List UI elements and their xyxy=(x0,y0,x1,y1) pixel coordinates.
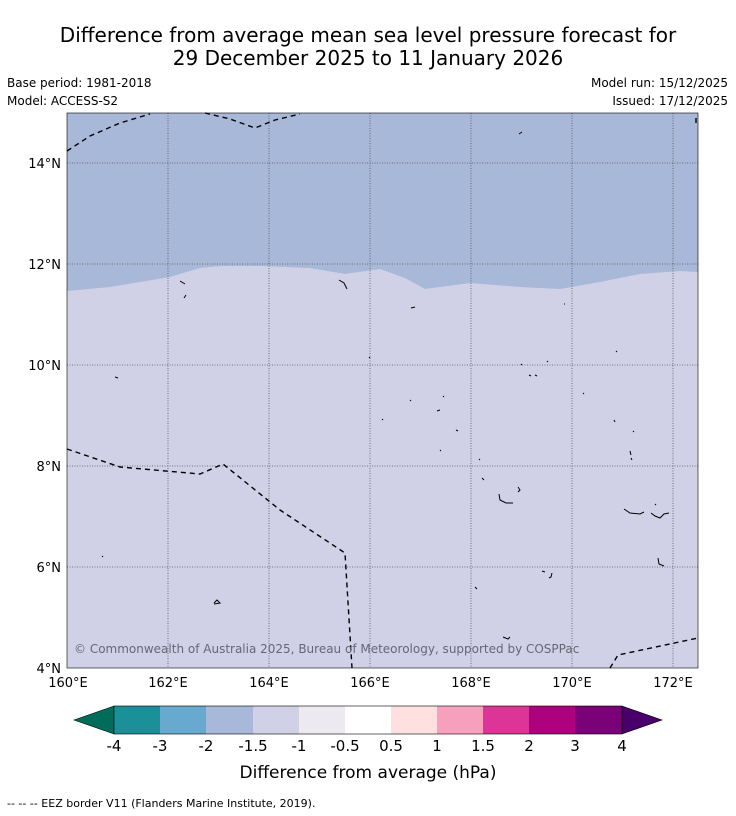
base-period: Base period: 1981-2018 xyxy=(7,76,152,90)
lon-ticks: 160°E 162°E 164°E 166°E 168°E 170°E 172°… xyxy=(48,676,693,691)
colorbar-labels: -4 -3 -2 -1.5 -1 -0.5 0.5 1 1.5 2 3 4 xyxy=(107,737,627,755)
colorbar-label: -4 xyxy=(107,737,122,755)
map-frame xyxy=(66,112,699,669)
colorbar-label: -0.5 xyxy=(330,737,359,755)
lat-tick-label: 8°N xyxy=(37,460,62,475)
colorbar-swatch xyxy=(483,706,529,734)
colorbar-label: -1 xyxy=(292,737,307,755)
map-panel: © Commonwealth of Australia 2025, Bureau… xyxy=(66,112,699,669)
colorbar-title: Difference from average (hPa) xyxy=(240,763,497,783)
issued-date: Issued: 17/12/2025 xyxy=(612,94,728,108)
colorbar-swatch xyxy=(114,706,160,734)
colorbar-extend-high xyxy=(621,705,663,735)
colorbar-label: 0.5 xyxy=(379,737,403,755)
colorbar-label: 4 xyxy=(617,737,627,755)
region-lower xyxy=(67,113,698,291)
colorbar-swatch xyxy=(299,706,345,734)
lon-tick-label: 170°E xyxy=(552,676,592,691)
lat-tick-label: 4°N xyxy=(37,662,62,677)
map-title-line1: Difference from average mean sea level p… xyxy=(59,23,677,47)
eez-legend-note: -- -- -- EEZ border V11 (Flanders Marine… xyxy=(7,797,316,810)
lat-tick-label: 14°N xyxy=(28,157,61,172)
lat-ticks: 4°N 6°N 8°N 10°N 12°N 14°N xyxy=(28,157,61,677)
colorbar-label: -2 xyxy=(199,737,214,755)
colorbar-swatch xyxy=(529,706,575,734)
colorbar: -4 -3 -2 -1.5 -1 -0.5 0.5 1 1.5 2 3 4 Di… xyxy=(73,705,663,783)
lon-tick-label: 166°E xyxy=(350,676,390,691)
graticule xyxy=(67,113,698,668)
colorbar-label: -1.5 xyxy=(238,737,267,755)
colorbar-label: 3 xyxy=(570,737,580,755)
islands xyxy=(101,131,670,640)
colorbar-swatch xyxy=(345,706,391,734)
colorbar-extend-low xyxy=(73,705,115,735)
lon-tick-label: 168°E xyxy=(451,676,491,691)
copyright-text: © Commonwealth of Australia 2025, Bureau… xyxy=(74,642,579,656)
colorbar-swatch xyxy=(437,706,483,734)
colorbar-swatch xyxy=(575,706,622,734)
eez-borders xyxy=(66,112,699,669)
colorbar-label: 1.5 xyxy=(471,737,495,755)
lon-tick-label: 162°E xyxy=(148,676,188,691)
lat-tick-label: 10°N xyxy=(28,359,61,374)
lat-tick-label: 6°N xyxy=(37,561,62,576)
colorbar-label: -3 xyxy=(153,737,168,755)
colorbar-swatch xyxy=(391,706,437,734)
model-name: Model: ACCESS-S2 xyxy=(7,94,119,108)
model-run: Model run: 15/12/2025 xyxy=(590,76,728,90)
lon-tick-label: 164°E xyxy=(249,676,289,691)
colorbar-swatch xyxy=(253,706,299,734)
lon-tick-label: 160°E xyxy=(48,676,88,691)
lon-tick-label: 172°E xyxy=(653,676,693,691)
colorbar-swatch xyxy=(160,706,206,734)
colorbar-label: 2 xyxy=(524,737,534,755)
lat-tick-label: 12°N xyxy=(28,258,61,273)
colorbar-swatch xyxy=(206,706,253,734)
map-title-line2: 29 December 2025 to 11 January 2026 xyxy=(172,46,564,70)
colorbar-label: 1 xyxy=(432,737,442,755)
